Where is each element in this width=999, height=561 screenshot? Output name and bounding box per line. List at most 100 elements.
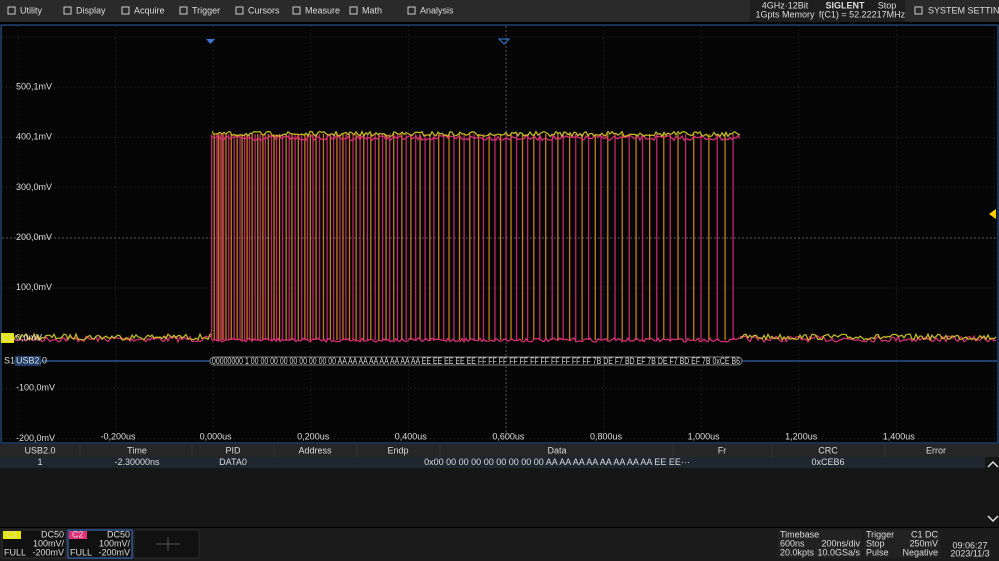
waveform-pulse: [294, 134, 296, 340]
menu-icon: [7, 6, 16, 15]
trigger-level-marker: [989, 209, 996, 219]
waveform-pulse: [257, 134, 259, 340]
waveform-pulse: [488, 134, 490, 340]
trigger-box[interactable]: [864, 530, 940, 558]
waveform-pulse: [315, 134, 317, 340]
waveform-pulse: [288, 134, 290, 340]
channel-offset: -200mV: [32, 547, 64, 557]
waveform-pulse: [448, 134, 450, 340]
trigger-type: Pulse: [866, 547, 889, 557]
column-header: Data: [547, 445, 566, 455]
scroll-up[interactable]: [987, 460, 999, 468]
waveform-pulse: [419, 134, 421, 340]
waveform-pulse: [656, 134, 658, 340]
memory: 1Gpts Memory: [755, 9, 815, 19]
y-axis-label: 300,0mV: [16, 182, 52, 192]
waveform-pulse: [381, 134, 384, 340]
decode-bus-text: 00000000 1 00 00 00 00 00 00 00 00 00 AA…: [212, 356, 740, 366]
waveform-pulse: [251, 134, 253, 340]
menu-item[interactable]: Math: [362, 5, 382, 15]
menu-item[interactable]: Acquire: [134, 5, 165, 15]
menu-bar: [0, 0, 999, 22]
waveform-pulse: [225, 134, 227, 340]
waveform-pulse: [581, 134, 583, 340]
column-header: Address: [298, 445, 332, 455]
menu-item[interactable]: Cursors: [248, 5, 280, 15]
waveform-pulse: [239, 134, 241, 340]
waveform-pulse: [355, 134, 357, 340]
x-axis-label: 0,000us: [200, 431, 233, 441]
column-header: USB2.0: [24, 445, 55, 455]
waveform-pulse: [332, 134, 335, 340]
system-settings[interactable]: SYSTEM SETTINGS: [928, 5, 999, 15]
waveform-pulse: [359, 134, 361, 340]
waveform-pulse: [473, 134, 475, 340]
waveform-pulse: [221, 134, 223, 340]
waveform-pulse: [693, 134, 695, 340]
waveform-pulse: [677, 134, 679, 340]
waveform-pulse: [405, 134, 407, 340]
waveform-pulse: [401, 134, 403, 340]
waveform-pulse: [262, 134, 264, 340]
waveform-pulse: [309, 134, 311, 340]
channel-scale: 100mV/: [99, 538, 131, 548]
channel-offset: -200mV: [98, 547, 130, 557]
waveform-pulse: [300, 134, 303, 340]
waveform-pulse: [588, 134, 590, 340]
scroll-down[interactable]: [987, 515, 999, 523]
run-state: Stop: [878, 0, 897, 10]
waveform-pulse: [244, 134, 246, 340]
waveform-pulse: [336, 134, 338, 340]
waveform-pulse: [281, 134, 284, 340]
waveform-pulse: [515, 134, 518, 340]
waveform-pulse: [505, 134, 507, 340]
decode-bus: [209, 356, 743, 366]
waveform-pulse: [708, 134, 710, 340]
menu-item[interactable]: Measure: [305, 5, 340, 15]
column-header: Time: [127, 445, 147, 455]
menu-icon: [179, 6, 188, 15]
x-axis-label: 1,400us: [883, 431, 916, 441]
waveform-pulse: [393, 134, 395, 340]
waveform-pulse: [306, 134, 309, 340]
waveform-pulse: [374, 134, 376, 340]
channel-bandwidth: FULL: [4, 547, 26, 557]
timebase-box[interactable]: [778, 530, 862, 558]
y-axis-label: 0,0mV: [16, 332, 42, 342]
x-axis-label: 1,200us: [785, 431, 818, 441]
waveform-pulse: [510, 134, 512, 340]
waveform-pulse: [600, 134, 602, 340]
waveform-pulse: [378, 134, 380, 340]
trigger-slope: Negative: [902, 547, 938, 557]
waveform-pulse: [396, 134, 399, 340]
column-header: Fr: [718, 445, 727, 455]
waveform-pulse: [477, 134, 480, 340]
timebase-points: 20.0kpts: [780, 547, 815, 557]
waveform-pulse: [494, 134, 496, 340]
waveform-pulse: [607, 134, 609, 340]
menu-item[interactable]: Utility: [20, 5, 42, 15]
y-axis-label: 100,0mV: [16, 282, 52, 292]
y-axis-label: 200,0mV: [16, 232, 52, 242]
table-row[interactable]: [0, 457, 985, 468]
waveform-pulse: [614, 134, 616, 340]
menu-item[interactable]: Trigger: [192, 5, 220, 15]
waveform-pulse: [621, 134, 623, 340]
waveform-pulse: [216, 134, 218, 340]
menu-item[interactable]: Display: [76, 5, 106, 15]
timebase-delay: 600ns: [780, 538, 805, 548]
waveform-pulse: [527, 134, 529, 340]
settings-icon: [914, 6, 923, 15]
waveform-pulse: [270, 134, 273, 340]
timebase-title: Timebase: [780, 529, 819, 539]
menu-item[interactable]: Analysis: [420, 5, 454, 15]
waveform-pulse: [628, 134, 630, 340]
waveform-trace: [1, 332, 213, 342]
table-cell: 1: [37, 457, 42, 467]
table-cell: DATA0: [219, 457, 247, 467]
spec: 4GHz·12Bit: [762, 0, 809, 10]
waveform-trace: [211, 130, 741, 138]
waveform-pulse: [236, 134, 238, 340]
waveform-pulse: [438, 134, 440, 340]
clock-time: 09:06:27: [952, 540, 987, 550]
